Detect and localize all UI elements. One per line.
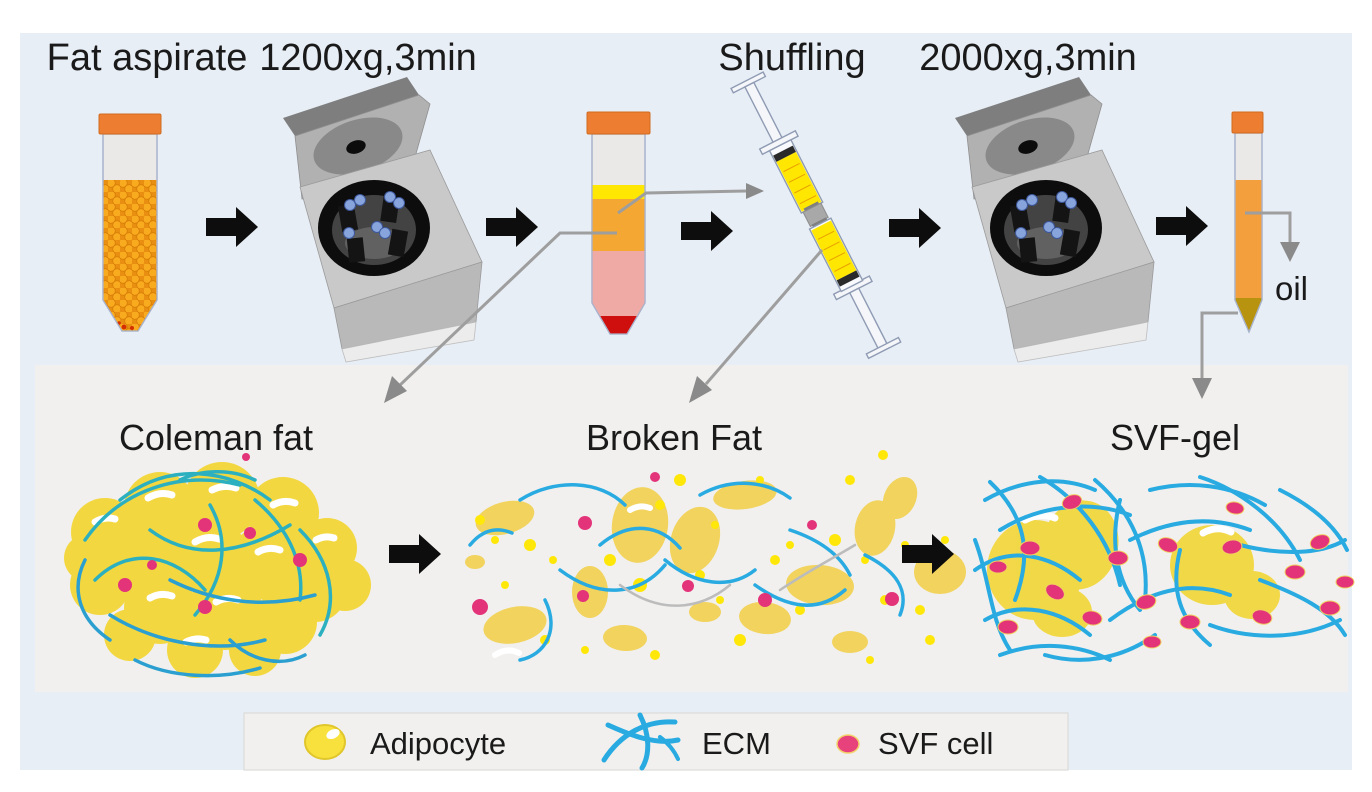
- arrowhead-down-icon: [1280, 242, 1300, 262]
- svf-gel-illustration: [973, 475, 1355, 662]
- coleman-fat-illustration: [64, 453, 371, 678]
- svf-cell-icon: [836, 734, 860, 754]
- connector-to-syringe: [617, 183, 764, 215]
- ecm-network: [973, 475, 1349, 662]
- ecm-fragments: [468, 481, 905, 662]
- adipocyte-icon: [304, 724, 346, 760]
- oil-layer: [592, 185, 645, 199]
- arrowhead-right-icon: [746, 183, 764, 199]
- arrowhead-down-icon: [1192, 378, 1212, 399]
- final-tube-icon: [1231, 111, 1264, 334]
- arrowhead-downleft-icon: [689, 376, 712, 403]
- broken-adipocytes: [465, 476, 966, 653]
- coleman-fat-label: Coleman fat: [119, 417, 313, 458]
- connector-to-svf-gel: [1192, 311, 1238, 399]
- centrifuge-2-label: 2000xg,3min: [919, 37, 1137, 79]
- faint-fibers: [618, 543, 857, 607]
- shuffling-syringes-icon: [730, 71, 902, 360]
- connector-to-oil: [1245, 211, 1300, 262]
- broken-fat-label: Broken Fat: [586, 417, 762, 458]
- svf-gel-label: SVF-gel: [1110, 417, 1240, 458]
- oil-label: oil: [1275, 270, 1308, 307]
- connector-to-broken-fat: [689, 249, 824, 403]
- svf-cells: [118, 453, 307, 614]
- layered-tube-icon: [586, 111, 651, 335]
- fat-aspirate-tube-icon: [98, 113, 162, 332]
- legend-svf-cell-label: SVF cell: [878, 726, 993, 761]
- arrowhead-downleft-icon: [384, 376, 407, 403]
- tube-cap: [98, 113, 162, 135]
- broken-fat-illustration: [465, 450, 966, 664]
- ecm-icon: [601, 712, 681, 771]
- legend-ecm-label: ECM: [702, 726, 771, 761]
- fat-droplets: [475, 450, 949, 664]
- shuffling-label: Shuffling: [718, 37, 865, 79]
- tube-cap: [1231, 111, 1264, 134]
- legend: Adipocyte ECM SVF cell: [243, 712, 1069, 771]
- centrifuge-1-label: 1200xg,3min: [259, 37, 477, 79]
- svf-cells: [988, 494, 1355, 649]
- svf-cells: [472, 472, 899, 615]
- ecm-fibers: [76, 470, 333, 678]
- connector-to-coleman-fat: [384, 231, 617, 403]
- fat-layer: [592, 199, 645, 251]
- fat-aspirate-label: Fat aspirate: [47, 37, 248, 79]
- tube-cap: [586, 111, 651, 135]
- legend-adipocyte-label: Adipocyte: [370, 726, 506, 761]
- oil-column: [1235, 180, 1262, 300]
